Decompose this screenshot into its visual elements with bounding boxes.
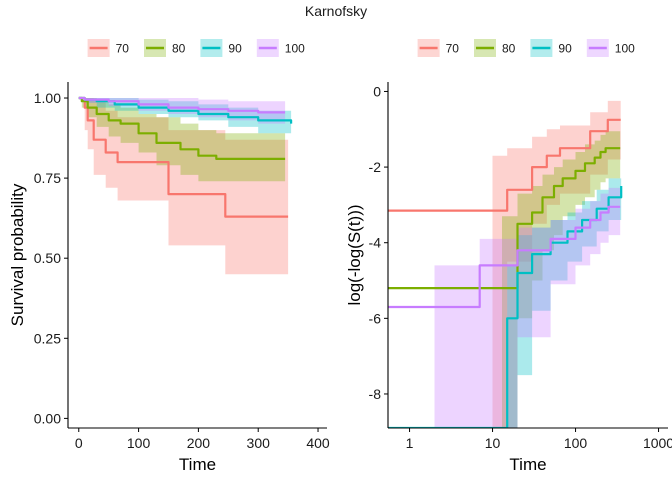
curve-80: [388, 147, 621, 290]
confidence-bands: [78, 98, 292, 275]
legend-label: 100: [285, 42, 305, 56]
curve-90: [388, 186, 623, 428]
ci-band-90: [502, 169, 622, 428]
curve-70: [388, 118, 621, 212]
ci-band-70: [492, 100, 621, 428]
legend-label: 90: [558, 42, 572, 56]
legend: 70 80 90 100: [417, 39, 635, 57]
x-tick-label: 400: [306, 435, 330, 451]
x-axis-label: Time: [179, 455, 216, 474]
legend-label: 90: [228, 42, 242, 56]
curve-100: [388, 205, 621, 309]
y-axis-label: log(-log(S(t))): [345, 204, 364, 305]
legend-label: 70: [116, 42, 130, 56]
curve-70: [78, 96, 289, 218]
x-tick-label: 1000: [643, 435, 672, 451]
y-tick-label: -4: [369, 235, 382, 251]
x-tick-label: 200: [187, 435, 211, 451]
chart-title: Karnofsky: [304, 3, 368, 19]
legend-item-100: 100: [586, 39, 635, 57]
legend-item-80: 80: [144, 39, 186, 57]
curve-80: [78, 96, 286, 160]
y-tick-label: -6: [369, 310, 382, 326]
y-tick-label: 0.75: [34, 170, 61, 186]
x-tick-label: 100: [564, 435, 588, 451]
panel-2: 0 -2 -4 -6 -8 1 10 100 1000 Time log(-log(S(t))): [345, 82, 672, 474]
legend-item-80: 80: [474, 39, 516, 57]
x-axis-label: Time: [509, 455, 546, 474]
x-tick-label: 100: [127, 435, 151, 451]
y-tick-label: -2: [369, 159, 382, 175]
legend-item-70: 70: [417, 39, 460, 57]
x-tick-label: 0: [75, 435, 83, 451]
legend-item-100: 100: [256, 39, 305, 57]
legend-item-90: 90: [200, 39, 242, 57]
y-tick-label: 0.50: [34, 250, 61, 266]
y-tick-label: -8: [369, 386, 382, 402]
y-axis-label: Survival probability: [8, 183, 27, 326]
x-tick-label: 300: [247, 435, 271, 451]
x-tick-label: 10: [485, 435, 501, 451]
survival-curves: [388, 118, 623, 428]
y-tick-label: 0: [373, 83, 381, 99]
y-tick-label: 1.00: [34, 90, 61, 106]
legend-label: 80: [502, 42, 516, 56]
legend-label: 100: [615, 42, 635, 56]
y-tick-label: 0.00: [34, 410, 61, 426]
ci-band-80: [502, 131, 621, 428]
legend-label: 70: [446, 42, 460, 56]
panel-1: 0.00 0.25 0.50 0.75 1.00 0 100 200 300 400 Time Sur…: [8, 82, 330, 474]
x-tick-label: 1: [406, 435, 414, 451]
legend: 70 80 90 100: [87, 39, 305, 57]
ci-band-80: [78, 98, 286, 182]
curve-100: [78, 96, 286, 114]
survival-curves: [78, 96, 293, 218]
ci-band-100: [434, 187, 621, 428]
legend-item-70: 70: [87, 39, 130, 57]
ci-band-90: [78, 98, 292, 134]
legend-label: 80: [172, 42, 186, 56]
legend-item-90: 90: [530, 39, 572, 57]
confidence-bands: [434, 100, 622, 428]
ci-band-70: [78, 98, 289, 275]
y-tick-label: 0.25: [34, 330, 61, 346]
